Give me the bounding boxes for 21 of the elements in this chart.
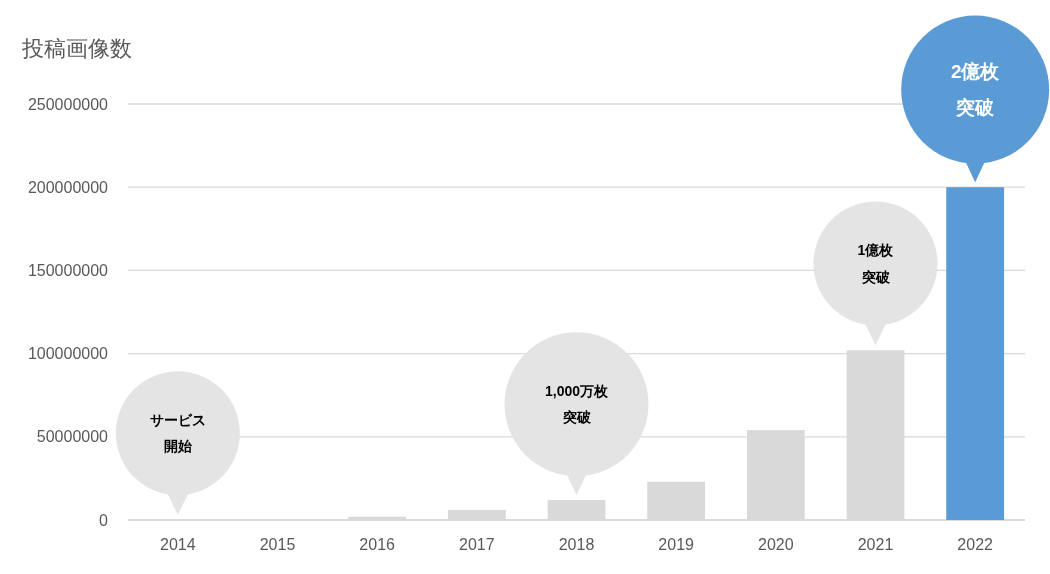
annotation: サービス開始 bbox=[149, 411, 206, 455]
annotation: 1億枚突破 bbox=[857, 242, 895, 285]
y-tick-label: 200000000 bbox=[27, 178, 109, 196]
y-axis-title: 投稿画像数 bbox=[21, 36, 132, 61]
x-tick-label: 2014 bbox=[160, 536, 196, 554]
x-tick-label: 2017 bbox=[459, 536, 495, 554]
x-tick-label: 2022 bbox=[957, 536, 994, 554]
annotation: 1,000万枚突破 bbox=[544, 382, 610, 426]
x-tick-label: 2015 bbox=[259, 536, 296, 554]
y-tick-label: 100000000 bbox=[27, 345, 109, 363]
x-tick-label: 2019 bbox=[658, 536, 695, 554]
y-tick-label: 250000000 bbox=[27, 95, 109, 113]
y-tick-label: 0 bbox=[99, 511, 109, 529]
annotation: 2億枚突破 bbox=[950, 61, 1001, 119]
y-tick-label: 50000000 bbox=[36, 428, 109, 446]
y-tick-label: 150000000 bbox=[27, 262, 109, 280]
x-tick-label: 2016 bbox=[359, 536, 396, 554]
x-tick-label: 2020 bbox=[758, 536, 794, 554]
bar bbox=[946, 187, 1005, 520]
x-tick-label: 2018 bbox=[558, 536, 595, 554]
x-tick-label: 2021 bbox=[857, 536, 894, 554]
